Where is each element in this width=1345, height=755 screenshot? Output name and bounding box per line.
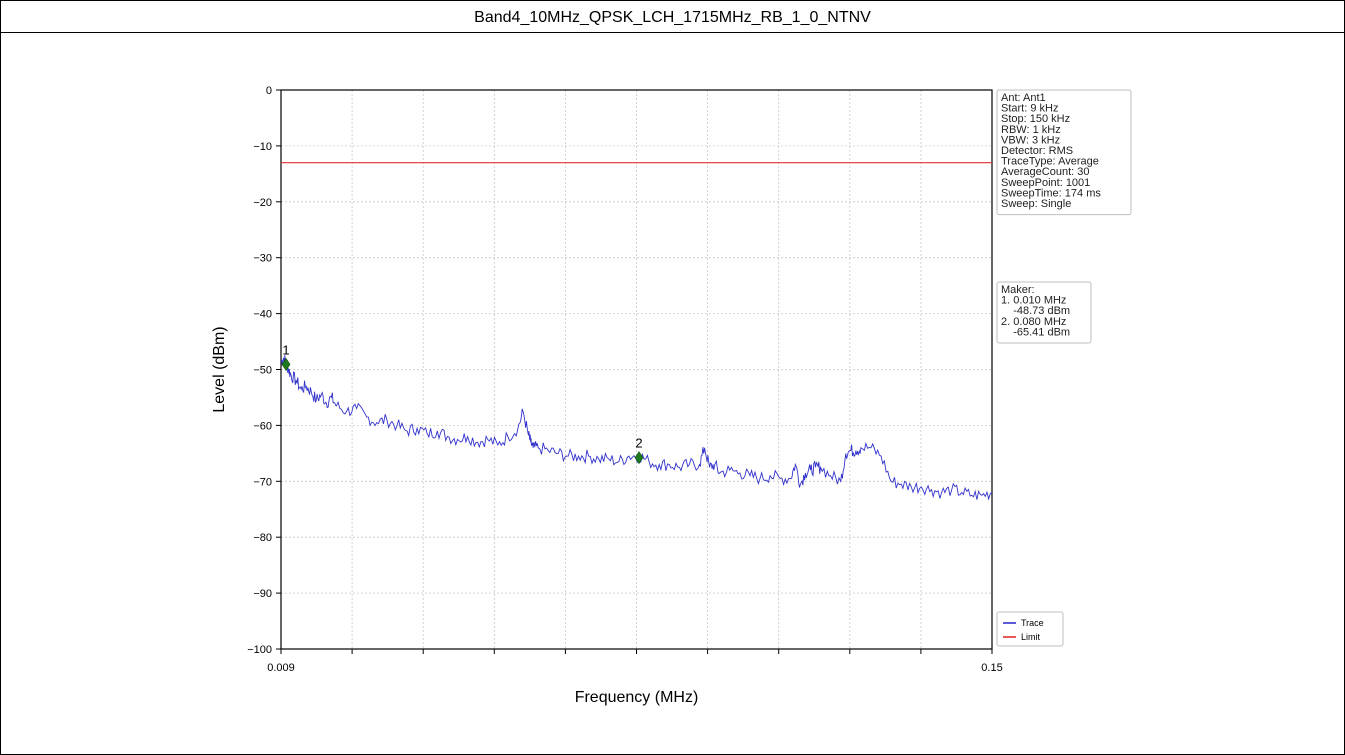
y-tick-label: −100 <box>247 644 272 656</box>
x-tick-label: 0.009 <box>267 662 295 674</box>
settings-box-line: SweepTime: 174 ms <box>1001 187 1101 199</box>
marker-2-diamond <box>634 451 644 465</box>
y-tick-label: −80 <box>253 532 272 544</box>
x-tick-label: 0.15 <box>981 662 1002 674</box>
settings-box-line: VBW: 3 kHz <box>1001 134 1060 146</box>
x-axis-title: Frequency (MHz) <box>575 689 699 706</box>
marker-box-line: Maker: <box>1001 284 1035 296</box>
series-trace-line <box>280 355 993 501</box>
y-tick-label: 0 <box>266 85 272 97</box>
grid-lines <box>281 89 992 650</box>
marker-1-label: 1 <box>282 342 289 357</box>
legend: Trace Limit <box>996 611 1064 647</box>
y-tick-label: −60 <box>253 420 272 432</box>
x-axis-ticks: 0.009 0.15 <box>267 649 1003 674</box>
settings-box-line: Sweep: Single <box>1001 198 1071 210</box>
y-tick-label: −10 <box>253 141 272 153</box>
marker-2-label: 2 <box>635 436 642 451</box>
series-group <box>280 162 993 501</box>
y-tick-label: −70 <box>253 476 272 488</box>
marker-box-border <box>996 281 1092 344</box>
marker-1-diamond <box>281 357 291 371</box>
settings-box-line: AverageCount: 30 <box>1001 166 1089 178</box>
settings-box-line: Start: 9 kHz <box>1001 103 1058 115</box>
y-tick-label: −90 <box>253 588 272 600</box>
y-axis-ticks: 0 −10 −20 −30 −40 −50 −60 −70 −80 −90 −100 <box>247 85 281 656</box>
settings-box-line: Ant: Ant1 <box>1001 92 1046 104</box>
marker-box-line: -48.73 dBm <box>1001 305 1070 317</box>
settings-box-line: RBW: 1 kHz <box>1001 124 1061 136</box>
y-tick-label: −50 <box>253 365 272 377</box>
marker-box-line: -65.41 dBm <box>1001 326 1070 338</box>
legend-label-limit: Limit <box>1021 632 1041 642</box>
y-tick-label: −30 <box>253 253 272 265</box>
settings-box-line: SweepPoint: 1001 <box>1001 177 1090 189</box>
settings-box-line: TraceType: Average <box>1001 156 1099 168</box>
marker-box-line: 1. 0.010 MHz <box>1001 295 1066 307</box>
settings-box-border <box>996 89 1132 216</box>
marker-box-line: 2. 0.080 MHz <box>1001 316 1066 328</box>
y-tick-label: −40 <box>253 309 272 321</box>
y-tick-label: −20 <box>253 197 272 209</box>
legend-label-trace: Trace <box>1021 618 1044 628</box>
y-axis-title: Level (dBm) <box>211 326 228 412</box>
settings-box-line: Stop: 150 kHz <box>1001 113 1070 125</box>
chart-title: Band4_10MHz_QPSK_LCH_1715MHz_RB_1_0_NTNV <box>1 1 1344 33</box>
settings-box-line: Detector: RMS <box>1001 145 1073 157</box>
markers-group: 12 <box>281 342 644 465</box>
